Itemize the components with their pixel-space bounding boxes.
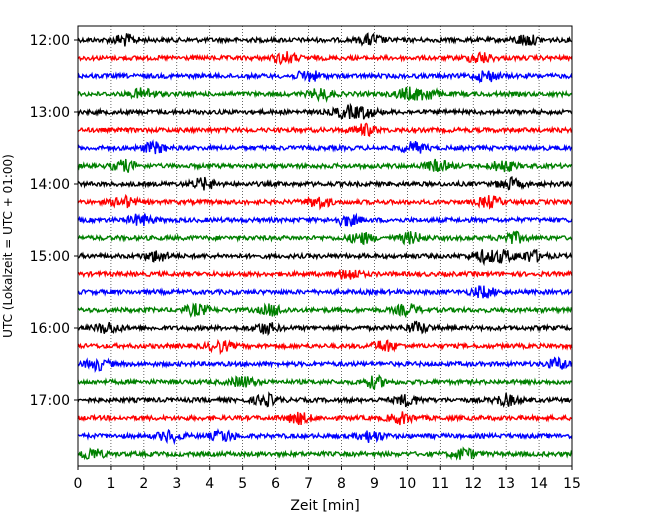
x-tick-label: 8 [337, 476, 346, 492]
x-tick-label: 7 [304, 476, 313, 492]
y-ticks: 12:00 13:00 14:00 15:00 16:00 17:00 [30, 33, 78, 409]
x-tick-label: 0 [74, 476, 83, 492]
trace-1245 [77, 86, 573, 103]
x-tick-label: 11 [431, 476, 449, 492]
x-tick-label: 6 [271, 476, 280, 492]
trace-1515 [77, 269, 573, 280]
x-tick-label: 13 [497, 476, 515, 492]
plot-frame [77, 25, 573, 467]
x-tick-label: 4 [205, 476, 214, 492]
trace-1345 [77, 158, 573, 173]
trace-1730 [77, 428, 573, 446]
trace-1645 [77, 373, 573, 390]
trace-1700 [77, 391, 572, 408]
x-tick-label: 9 [370, 476, 379, 492]
trace-1530 [77, 285, 573, 299]
x-tick-label: 3 [172, 476, 181, 492]
trace-1330 [77, 139, 573, 155]
trace-1715 [77, 411, 573, 426]
trace-1230 [77, 70, 573, 84]
traces [77, 32, 573, 461]
x-tick-label: 2 [139, 476, 148, 492]
trace-1200 [77, 32, 573, 47]
y-tick-label: 15:00 [30, 249, 70, 265]
x-ticks: 0 1 2 3 4 5 6 7 8 9 10 11 12 13 14 15 [74, 466, 581, 492]
trace-1430 [77, 212, 573, 228]
y-tick-label: 13:00 [30, 105, 70, 121]
trace-1630 [77, 356, 573, 373]
y-tick-label: 14:00 [30, 177, 70, 193]
trace-1745 [77, 446, 573, 461]
grid [110, 26, 540, 466]
trace-1500 [77, 248, 573, 267]
x-tick-label: 1 [106, 476, 115, 492]
y-axis-label: UTC (Lokalzeit = UTC + 01:00) [1, 154, 15, 338]
y-tick-label: 17:00 [30, 393, 70, 409]
trace-1415 [77, 193, 573, 211]
x-tick-label: 12 [464, 476, 482, 492]
y-tick-label: 16:00 [30, 321, 70, 337]
trace-1615 [77, 338, 573, 356]
trace-1545 [77, 302, 573, 319]
trace-1300 [77, 102, 573, 120]
trace-1315 [77, 122, 573, 138]
x-tick-label: 10 [398, 476, 416, 492]
x-tick-label: 15 [563, 476, 581, 492]
x-tick-label: 5 [238, 476, 247, 492]
y-tick-label: 12:00 [30, 33, 70, 49]
trace-1600 [77, 320, 573, 337]
trace-1445 [77, 230, 573, 246]
x-tick-label: 14 [530, 476, 548, 492]
x-axis-label: Zeit [min] [290, 498, 359, 514]
trace-1400 [77, 176, 573, 191]
trace-1215 [77, 51, 573, 66]
